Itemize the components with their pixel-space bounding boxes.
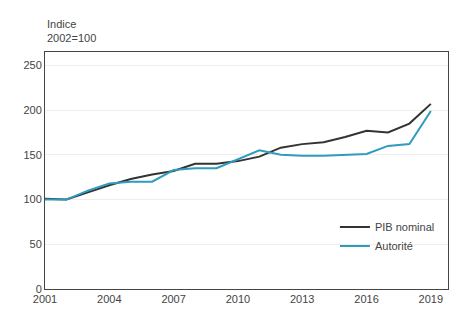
svg-text:2010: 2010 bbox=[226, 293, 250, 305]
svg-text:0: 0 bbox=[36, 283, 42, 295]
svg-text:2019: 2019 bbox=[419, 293, 443, 305]
svg-text:250: 250 bbox=[23, 59, 41, 71]
svg-text:50: 50 bbox=[30, 238, 42, 250]
svg-text:200: 200 bbox=[23, 104, 41, 116]
svg-text:PIB nominal: PIB nominal bbox=[375, 221, 434, 233]
svg-text:100: 100 bbox=[23, 193, 41, 205]
svg-text:2013: 2013 bbox=[290, 293, 314, 305]
svg-text:Autorité: Autorité bbox=[375, 240, 413, 252]
svg-text:150: 150 bbox=[23, 149, 41, 161]
svg-text:Indice2002=100: Indice2002=100 bbox=[47, 18, 96, 44]
svg-text:2007: 2007 bbox=[161, 293, 185, 305]
svg-text:2016: 2016 bbox=[354, 293, 378, 305]
svg-text:2004: 2004 bbox=[97, 293, 121, 305]
svg-text:2001: 2001 bbox=[33, 293, 57, 305]
